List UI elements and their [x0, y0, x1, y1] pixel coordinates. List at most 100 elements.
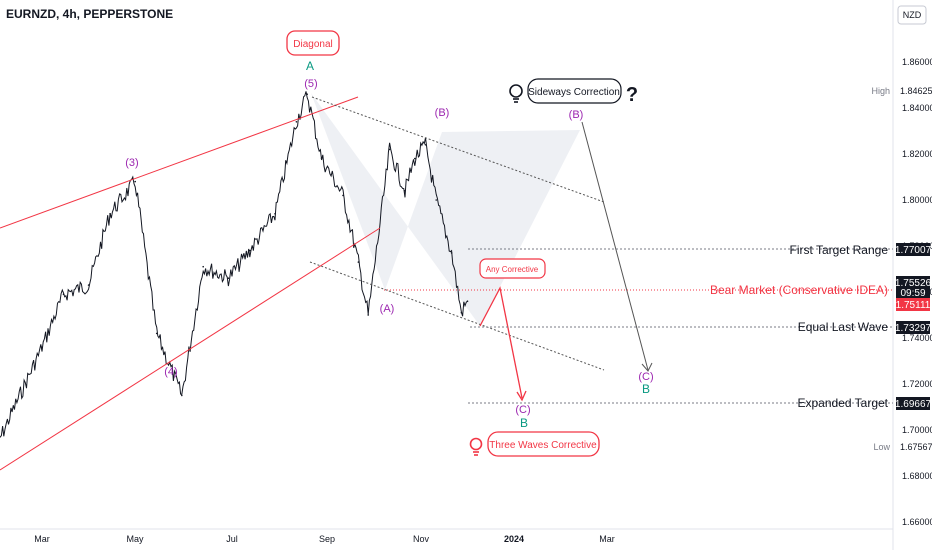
- x-tick-label: Jul: [226, 534, 238, 544]
- price-point: [404, 190, 406, 192]
- expanded-target-value: 1.69667: [895, 399, 932, 410]
- expanded-target-tag: 1.69667: [895, 397, 932, 410]
- y-tick-label: 1.82000: [902, 149, 932, 159]
- x-tick-label: Nov: [413, 534, 430, 544]
- price-point: [466, 300, 469, 303]
- low-marker: Low 1.67567: [873, 442, 932, 452]
- price-point: [357, 261, 360, 263]
- price-point: [181, 394, 183, 397]
- wave-label-b-projected: (B): [569, 109, 584, 121]
- any-corrective-callout[interactable]: Any Corrective: [479, 258, 546, 279]
- lightbulb-icon: [509, 84, 523, 103]
- price-point: [274, 213, 276, 215]
- x-tick-label: Mar: [34, 534, 50, 544]
- price-point: [249, 249, 251, 252]
- corrective-arrowhead: [516, 390, 527, 402]
- time-axis[interactable]: Mar May Jul Sep Nov 2024 Mar: [34, 534, 615, 544]
- low-label: Low: [873, 442, 890, 452]
- price-point: [227, 277, 230, 280]
- wave-label-c-sideways: (C): [638, 371, 653, 383]
- expanded-target-label: Expanded Target: [797, 396, 888, 410]
- price-point: [295, 121, 298, 123]
- bear-market-value: 1.75111: [896, 300, 931, 311]
- low-value: 1.67567: [900, 442, 932, 452]
- wave-label-5: (5): [304, 78, 317, 90]
- question-mark-icon: ?: [626, 84, 638, 106]
- sideways-callout[interactable]: Sideways Correction: [527, 78, 622, 104]
- price-series: [0, 91, 469, 438]
- y-tick-label: 1.74000: [902, 333, 932, 343]
- high-value: 1.84625: [900, 86, 932, 96]
- price-point: [134, 180, 136, 183]
- y-tick-label: 1.86000: [902, 57, 932, 67]
- sideways-zone: [311, 93, 580, 326]
- three-waves-callout[interactable]: Three Waves Corrective: [487, 431, 600, 457]
- price-point: [202, 265, 204, 268]
- last-price-tag: 1.75526 09:59: [895, 276, 932, 299]
- y-tick-label: 1.80000: [902, 195, 932, 205]
- price-point: [450, 252, 453, 254]
- price-point: [388, 148, 391, 151]
- x-tick-label: 2024: [504, 534, 524, 544]
- wave-label-4: (4): [164, 366, 177, 378]
- equal-last-wave-tag: 1.73297: [895, 321, 932, 334]
- price-point: [41, 346, 43, 349]
- price-point: [109, 213, 111, 215]
- price-point: [320, 157, 323, 160]
- wave-label-a-paren: (A): [380, 303, 395, 315]
- y-tick-label: 1.72000: [902, 379, 932, 389]
- wave-label-3: (3): [125, 157, 138, 169]
- first-target-tag: 1.77007: [895, 243, 932, 256]
- bear-market-label: Bear Market (Conservative IDEA): [710, 283, 888, 297]
- diagonal-lower-line: [0, 227, 381, 471]
- wave-label-b-corrective: B: [520, 416, 528, 430]
- high-marker: High 1.84625: [871, 86, 932, 96]
- x-tick-label: Sep: [319, 534, 335, 544]
- price-point: [62, 293, 65, 296]
- high-label: High: [871, 86, 890, 96]
- wave-label-b-paren: (B): [435, 107, 450, 119]
- first-target-value: 1.77007: [895, 245, 932, 256]
- wave-label-b-sideways: B: [642, 382, 650, 396]
- wave-label-a: A: [306, 59, 314, 73]
- wave-label-c-corrective: (C): [515, 404, 530, 416]
- three-waves-text: Three Waves Corrective: [489, 440, 597, 451]
- y-tick-label: 1.70000: [902, 425, 932, 435]
- diagonal-callout[interactable]: Diagonal: [286, 30, 340, 56]
- x-tick-label: Mar: [599, 534, 615, 544]
- corrective-projection: [479, 286, 523, 399]
- lightbulb-icon: [469, 437, 483, 456]
- sideways-arrowhead: [641, 362, 653, 372]
- price-point: [87, 284, 90, 286]
- price-point: [306, 93, 309, 95]
- diagonal-upper-line: [0, 96, 359, 229]
- any-corrective-text: Any Corrective: [486, 265, 539, 274]
- currency-label: NZD: [903, 10, 922, 20]
- price-line: [0, 91, 468, 438]
- price-point: [460, 311, 463, 314]
- price-point: [435, 199, 438, 201]
- equal-last-wave-value: 1.73297: [895, 323, 932, 334]
- price-point: [342, 194, 344, 197]
- last-price-value: 1.75526: [895, 278, 932, 289]
- currency-button[interactable]: NZD: [897, 5, 927, 25]
- price-point: [414, 157, 416, 160]
- countdown-value: 09:59: [900, 288, 925, 299]
- x-tick-label: May: [126, 534, 144, 544]
- price-point: [424, 144, 427, 146]
- chart-title: EURNZD, 4h, PEPPERSTONE: [6, 7, 173, 21]
- first-target-label: First Target Range: [790, 243, 889, 257]
- y-tick-label: 1.68000: [902, 471, 932, 481]
- y-tick-label: 1.66000: [902, 517, 932, 527]
- sideways-callout-text: Sideways Correction: [528, 87, 620, 98]
- y-tick-label: 1.84000: [902, 103, 932, 113]
- bear-market-tag: 1.75111: [896, 298, 931, 311]
- price-point: [155, 332, 158, 335]
- axis-frame: [0, 0, 894, 550]
- diagonal-callout-text: Diagonal: [293, 39, 332, 50]
- sideways-projection: [581, 121, 649, 371]
- price-point: [367, 314, 370, 316]
- equal-last-wave-label: Equal Last Wave: [798, 320, 889, 334]
